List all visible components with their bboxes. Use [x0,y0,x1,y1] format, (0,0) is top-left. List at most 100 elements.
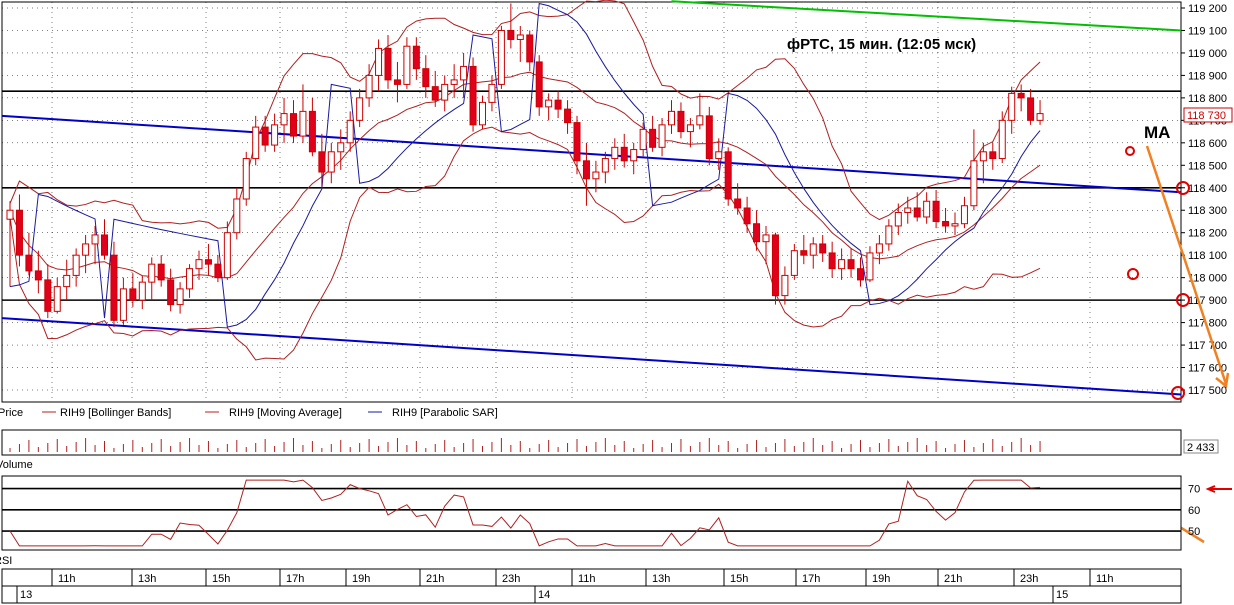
candle-down [535,61,543,108]
time-tick-label: 19h [872,573,890,585]
chart-title: фРТС, 15 мин. (12:05 мск) [787,36,976,53]
rsi-line [9,479,1041,547]
candle-down [214,263,222,279]
candle-down [819,243,827,254]
candle-down [507,29,515,40]
price-tick-label: 118 400 [1188,183,1227,195]
legend-parabolic-sar: RIH9 [Parabolic SAR] [392,407,498,419]
candle-up [894,211,902,227]
rsi-tick-label: 70 [1188,484,1200,496]
price-tick-label: 118 200 [1188,228,1227,240]
candle-up [280,113,288,126]
candle-down [649,128,657,148]
candle-up [299,110,307,137]
candle-up [186,268,194,290]
candle-down [582,160,590,180]
candle-down [942,220,950,227]
trend-line-green [671,0,1182,32]
price-tick-label: 118 300 [1188,205,1227,217]
time-tick-label: 21h [426,573,444,585]
candle-up [885,225,893,245]
candle-up [479,101,486,126]
bollinger-upper [9,0,1041,229]
time-tick-label: 11h [58,573,76,585]
candle-up [516,34,524,40]
volume-label: Volume [0,459,33,471]
candle-down [101,234,108,256]
legend-moving-average: RIH9 [Moving Average] [229,407,342,419]
price-tick-label: 119 200 [1188,3,1227,15]
trend-lines [1,0,1182,396]
time-tick-label: 15h [730,573,748,585]
candle-down [157,263,165,281]
candle-up [148,263,156,283]
price-axis: 119 200 119 100 119 000 118 900 118 800 118 7… [1181,3,1227,397]
candle-down [469,65,477,126]
candle-up [630,149,638,162]
candle-up [875,243,883,254]
time-tick-label: 17h [286,573,304,585]
candle-up [82,243,90,256]
candle-down [431,86,439,101]
candle-up [658,124,666,148]
rsi-tick-label: 60 [1188,505,1200,517]
horizontal-levels [2,90,1181,301]
volume-badge: 2 433 [1187,442,1215,454]
candle-up [403,45,411,85]
day-tick-label: 15 [1056,589,1068,601]
trend-line-blue [1,114,1182,194]
candle-down [422,68,430,88]
candle-down [167,279,175,306]
candle-up [460,65,468,81]
candle-up [195,259,203,270]
candle-up [242,158,250,200]
candle-up [781,274,789,297]
candle-up [866,252,874,281]
candle-down [1027,97,1035,121]
candle-up [923,200,931,218]
candle-up [337,142,345,153]
candle-up [790,250,798,276]
current-price-badge: 118 730 [1187,110,1226,122]
price-tick-label: 117 500 [1188,385,1227,397]
time-tick-label: 15h [212,573,230,585]
candle-up [960,205,968,225]
candle-up [441,83,449,101]
candle-up [639,128,647,151]
price-forecast-arrowhead [1215,372,1230,389]
candle-down [828,252,836,270]
candle-up [365,74,373,99]
time-tick-label: 23h [502,573,520,585]
candle-up [488,83,496,103]
candle-down [44,279,52,312]
candle-up [696,115,704,126]
parabolic-sar [9,2,1041,328]
price-tick-label: 119 000 [1188,48,1227,60]
time-tick-label: 21h [944,573,962,585]
candle-up [119,288,127,321]
time-tick-label: 17h [802,573,820,585]
rsi-panel [1,475,1182,551]
candle-up [346,119,354,144]
candle-down [204,259,212,265]
candle-up [951,223,959,227]
time-tick-label: 11h [578,573,596,585]
candle-up [762,234,770,243]
candle-down [1017,92,1025,99]
candle-up [53,286,61,312]
price-tick-label: 118 800 [1188,93,1227,105]
price-tick-label: 117 800 [1188,318,1227,330]
candle-down [554,99,562,110]
candle-up [138,281,146,301]
price-tick-label: 117 700 [1188,340,1227,352]
candle-up [233,198,241,234]
legend-price: Price [0,407,23,419]
trend-line-blue [1,317,1182,396]
volume-bars [9,438,1041,452]
candle-down [318,151,326,173]
price-tick-label: 118 500 [1188,160,1227,172]
candle-down [743,207,751,225]
candle-down [913,207,921,218]
candle-down [290,113,297,137]
candle-down [753,223,761,243]
